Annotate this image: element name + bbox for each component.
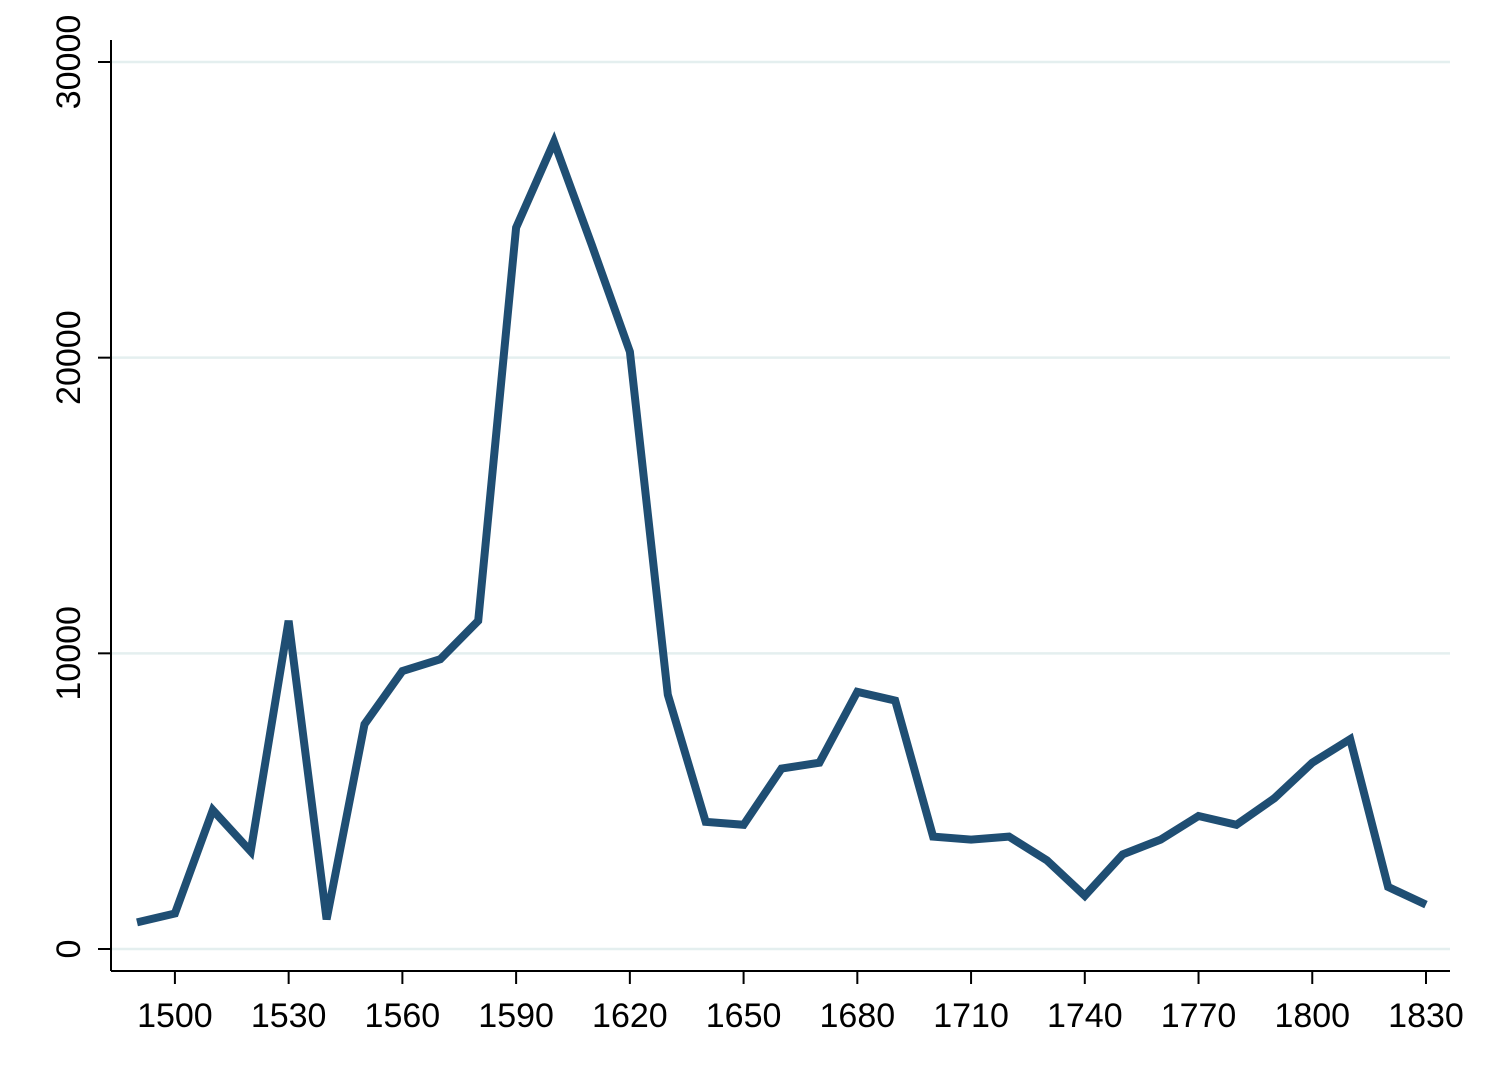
x-tick-label-1830: 1830 [1388, 997, 1464, 1035]
y-tick-label-30000: 30000 [50, 15, 88, 110]
series-line-1 [136, 131, 1428, 927]
gridlines [111, 60, 1450, 951]
x-tick-label-1770: 1770 [1161, 997, 1237, 1035]
x-tick-label-1560: 1560 [365, 997, 441, 1035]
y-tick-label-20000: 20000 [50, 310, 88, 405]
axes [110, 40, 1450, 972]
x-axis-ticks: 1500 1530 1560 1590 1620 1650 1680 1710 1740 1770… [137, 971, 1464, 1035]
x-tick-label-1530: 1530 [251, 997, 327, 1035]
y-tick-label-0: 0 [50, 940, 88, 959]
x-tick-label-1500: 1500 [137, 997, 213, 1035]
x-tick-label-1680: 1680 [820, 997, 896, 1035]
y-axis-ticks: 0 10000 20000 30000 [50, 15, 111, 959]
x-tick-label-1590: 1590 [478, 997, 554, 1035]
x-tick-label-1650: 1650 [706, 997, 782, 1035]
y-tick-label-10000: 10000 [50, 606, 88, 701]
x-tick-label-1800: 1800 [1274, 997, 1350, 1035]
x-tick-label-1710: 1710 [933, 997, 1009, 1035]
x-tick-label-1620: 1620 [592, 997, 668, 1035]
x-tick-label-1740: 1740 [1047, 997, 1123, 1035]
series-layer [136, 131, 1428, 927]
